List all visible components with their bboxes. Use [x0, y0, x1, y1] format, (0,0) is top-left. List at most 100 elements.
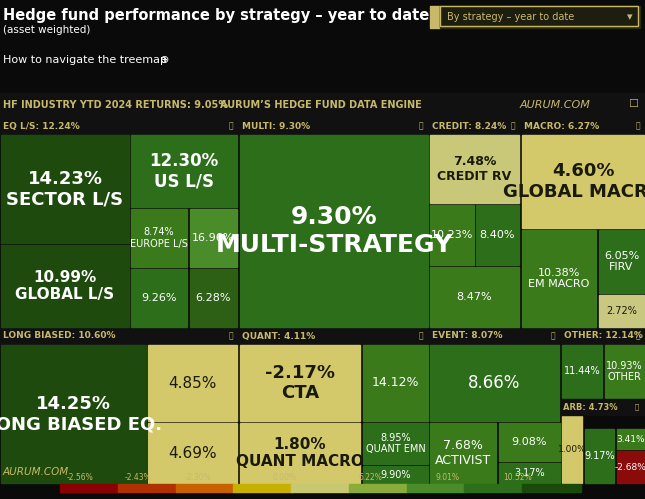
Text: By strategy – year to date: By strategy – year to date: [447, 12, 574, 22]
Text: ⓘ: ⓘ: [419, 331, 423, 340]
Text: 1.00%: 1.00%: [558, 445, 586, 454]
Bar: [1, 345, 146, 483]
Bar: [499, 423, 560, 461]
Bar: [60, 484, 118, 492]
Text: EVENT: 8.07%: EVENT: 8.07%: [432, 331, 502, 340]
Text: ⓘ: ⓘ: [419, 121, 423, 131]
Text: HF INDUSTRY YTD 2024 RETURNS: 9.05%: HF INDUSTRY YTD 2024 RETURNS: 9.05%: [3, 100, 228, 110]
Bar: [440, 6, 638, 26]
Text: ⓘ: ⓘ: [229, 121, 233, 131]
Bar: [429, 328, 560, 344]
Text: LONG BIASED: 10.60%: LONG BIASED: 10.60%: [3, 331, 115, 340]
Bar: [585, 429, 614, 483]
Text: 4.60%
GLOBAL MACRO: 4.60% GLOBAL MACRO: [503, 162, 645, 201]
Bar: [363, 423, 428, 464]
Text: 9.26%: 9.26%: [141, 293, 177, 303]
Text: 10.93%
OTHER: 10.93% OTHER: [606, 361, 643, 382]
Text: ⓘ: ⓘ: [636, 331, 640, 340]
Bar: [430, 267, 519, 327]
Bar: [0, 328, 238, 344]
Bar: [131, 269, 187, 327]
Bar: [131, 209, 187, 267]
Text: EQ L/S: 12.24%: EQ L/S: 12.24%: [3, 121, 80, 131]
Bar: [429, 118, 520, 134]
Text: MULTI: 9.30%: MULTI: 9.30%: [242, 121, 310, 131]
Text: OTHER: 12.14%: OTHER: 12.14%: [564, 331, 643, 340]
Text: -2.68%: -2.68%: [615, 463, 645, 472]
Text: 9.01%: 9.01%: [436, 473, 460, 482]
Bar: [561, 399, 645, 415]
Bar: [562, 345, 602, 398]
Bar: [430, 205, 474, 265]
Bar: [499, 463, 560, 483]
Text: 8.74%
EUROPE L/S: 8.74% EUROPE L/S: [130, 227, 188, 249]
Bar: [617, 429, 644, 449]
Bar: [239, 328, 428, 344]
Text: 10.23%: 10.23%: [431, 230, 473, 240]
Text: 8.95%
QUANT EMN: 8.95% QUANT EMN: [366, 433, 425, 454]
Bar: [406, 484, 465, 492]
Bar: [440, 6, 640, 28]
Text: -2.30%: -2.30%: [184, 473, 212, 482]
Text: 9.30%
MULTI-STRATEGY: 9.30% MULTI-STRATEGY: [215, 205, 453, 257]
Bar: [118, 484, 176, 492]
Bar: [190, 209, 237, 267]
Text: 9.08%: 9.08%: [511, 437, 547, 447]
Text: ⊕: ⊕: [160, 55, 170, 65]
Text: QUANT: 4.11%: QUANT: 4.11%: [242, 331, 315, 340]
Bar: [0, 93, 645, 118]
Text: CREDIT: 8.24%: CREDIT: 8.24%: [432, 121, 506, 131]
Bar: [562, 416, 582, 483]
Text: ⓘ: ⓘ: [229, 331, 233, 340]
Text: 1.80%
QUANT MACRO: 1.80% QUANT MACRO: [236, 437, 364, 469]
Text: AURUM’S HEDGE FUND DATA ENGINE: AURUM’S HEDGE FUND DATA ENGINE: [220, 100, 422, 110]
Bar: [430, 345, 559, 421]
Bar: [175, 484, 234, 492]
Bar: [464, 484, 522, 492]
Text: 9.90%: 9.90%: [381, 470, 411, 480]
Text: How to navigate the treemap: How to navigate the treemap: [3, 55, 167, 65]
Text: 6.05%
FIRV: 6.05% FIRV: [604, 250, 639, 272]
FancyBboxPatch shape: [440, 6, 638, 26]
Text: MACRO: 6.27%: MACRO: 6.27%: [524, 121, 599, 131]
Bar: [240, 135, 428, 327]
Text: ARB: 4.73%: ARB: 4.73%: [563, 403, 618, 412]
Text: ⓘ: ⓘ: [636, 121, 640, 131]
Text: 8.40%: 8.40%: [480, 230, 515, 240]
Text: 0.00%: 0.00%: [273, 473, 297, 482]
Text: AURUM.COM: AURUM.COM: [3, 467, 69, 477]
Text: 10.99%
GLOBAL L/S: 10.99% GLOBAL L/S: [15, 270, 115, 302]
Text: 2.72%: 2.72%: [606, 306, 637, 316]
Bar: [522, 484, 580, 492]
Bar: [599, 230, 644, 293]
Text: ☐: ☐: [628, 99, 638, 109]
Bar: [240, 423, 360, 483]
Text: 3.17%: 3.17%: [514, 468, 545, 478]
Text: (asset weighted): (asset weighted): [3, 25, 90, 35]
Bar: [363, 345, 428, 421]
Text: ⓘ: ⓘ: [551, 331, 555, 340]
Text: 9.17%: 9.17%: [584, 451, 615, 461]
Bar: [148, 423, 237, 483]
Bar: [363, 466, 428, 483]
Bar: [148, 345, 237, 421]
Bar: [1, 135, 129, 243]
Bar: [599, 295, 644, 327]
Text: ⓘ: ⓘ: [511, 121, 515, 131]
Text: 4.69%: 4.69%: [168, 446, 217, 461]
Bar: [0, 118, 238, 134]
Text: 16.96%: 16.96%: [192, 233, 235, 243]
Text: 4.85%: 4.85%: [168, 376, 217, 391]
Text: 6.22%: 6.22%: [358, 473, 382, 482]
Bar: [605, 345, 644, 398]
Bar: [1, 245, 129, 327]
Bar: [190, 269, 237, 327]
Text: 6.28%: 6.28%: [195, 293, 232, 303]
Bar: [522, 135, 644, 228]
Text: 7.48%
CREDIT RV: 7.48% CREDIT RV: [437, 155, 511, 183]
Text: 12.30%
US L/S: 12.30% US L/S: [150, 152, 219, 191]
Text: 10.52%: 10.52%: [504, 473, 532, 482]
Bar: [239, 118, 428, 134]
Text: -2.56%: -2.56%: [66, 473, 94, 482]
Bar: [131, 135, 237, 207]
